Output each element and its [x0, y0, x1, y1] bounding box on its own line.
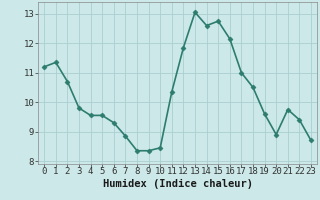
X-axis label: Humidex (Indice chaleur): Humidex (Indice chaleur): [103, 179, 252, 189]
